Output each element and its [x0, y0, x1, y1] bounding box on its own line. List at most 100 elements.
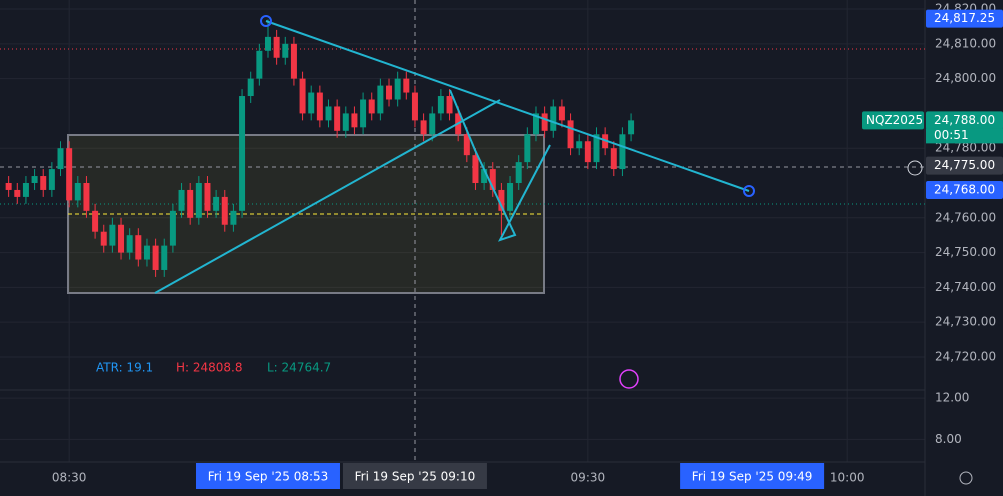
candle-body — [135, 235, 142, 260]
candle-body — [541, 113, 548, 131]
candle-body — [57, 148, 64, 170]
y-tick-label: 24,810.00 — [935, 36, 996, 50]
candle-body — [524, 134, 531, 163]
candle-body — [515, 162, 522, 183]
candle-body — [92, 210, 99, 232]
trend-line[interactable] — [154, 99, 501, 294]
settings-button[interactable] — [959, 471, 973, 485]
time-marker-label: Fri 19 Sep '25 09:49 — [692, 470, 813, 484]
price-label: 24,768.00 — [926, 180, 1003, 199]
candle-body — [213, 196, 220, 211]
candle-body — [498, 189, 505, 211]
candle-body — [532, 113, 539, 135]
candle-body — [472, 155, 479, 183]
candle-body — [5, 182, 12, 190]
x-tick-label: 09:30 — [571, 471, 606, 485]
y-tick-label: 24,720.00 — [935, 349, 996, 363]
candle-body — [118, 224, 125, 253]
candle-body — [360, 99, 367, 128]
candle-body — [342, 113, 349, 131]
time-marker-bg — [680, 463, 825, 489]
candle-body — [463, 134, 470, 156]
candle-body — [161, 245, 168, 270]
price-label: 24,817.25 — [926, 9, 1003, 28]
drawings[interactable] — [154, 15, 755, 294]
price-label-text: 24,775.00 — [934, 158, 995, 172]
handle[interactable] — [260, 15, 272, 27]
candle-body — [507, 182, 514, 211]
candle-body — [420, 120, 427, 135]
time-marker-label: Fri 19 Sep '25 08:53 — [208, 470, 329, 484]
candle-body — [316, 92, 323, 121]
candle-body — [368, 99, 375, 114]
grid — [0, 0, 925, 462]
candle-body — [628, 120, 635, 135]
candle-body — [83, 182, 90, 211]
y-tick-label: 24,780.00 — [935, 141, 996, 155]
candle-body — [489, 169, 496, 190]
candle-body — [299, 78, 306, 114]
candle-body — [256, 50, 263, 79]
trend-line[interactable] — [265, 20, 750, 192]
candle-body — [558, 106, 565, 121]
time-marker: Fri 19 Sep '25 08:53 — [195, 463, 340, 489]
candle-body — [308, 92, 315, 114]
time-marker-label: Fri 19 Sep '25 09:10 — [355, 470, 476, 484]
y-tick-label: 24,730.00 — [935, 315, 996, 329]
candle-body — [109, 224, 116, 246]
candle-body — [247, 78, 254, 97]
candle-body — [576, 141, 583, 149]
candle-body — [325, 106, 332, 121]
pattern-line[interactable] — [449, 89, 551, 242]
candle-body — [403, 78, 410, 93]
candle-body — [437, 96, 444, 114]
alert-icon[interactable] — [619, 369, 639, 389]
candle-body — [290, 43, 297, 79]
candle-body — [584, 141, 591, 163]
y-tick-label: 24,800.00 — [935, 71, 996, 85]
candle-body — [178, 189, 185, 211]
candle-body — [351, 113, 358, 128]
candle-body — [169, 210, 176, 246]
symbol-bg — [862, 111, 924, 130]
time-marker-bg — [342, 463, 487, 489]
price-label-bg — [926, 111, 1003, 130]
legend-atr: ATR: 19.1 — [96, 361, 153, 375]
candle-body — [264, 36, 271, 51]
candle-body — [152, 245, 159, 270]
handle[interactable] — [743, 185, 755, 197]
symbol: NQZ2025 — [866, 113, 923, 127]
candle-body — [40, 176, 47, 190]
price-label-text: 24,817.25 — [934, 11, 995, 25]
candle-body — [282, 43, 289, 58]
legend-low: L: 24764.7 — [267, 361, 331, 375]
candle-body — [593, 134, 600, 163]
candle-body — [334, 106, 341, 131]
plus-button[interactable] — [907, 160, 923, 176]
time-marker: Fri 19 Sep '25 09:49 — [680, 463, 825, 489]
countdown: 00:51 — [934, 128, 969, 142]
price-label: 24,775.00 — [926, 156, 1003, 175]
candle-body — [48, 169, 55, 190]
candle-body — [100, 231, 107, 246]
candle-body — [66, 148, 73, 201]
x-tick-label: 08:30 — [52, 471, 87, 485]
candle-body — [74, 182, 81, 201]
candle-body — [610, 148, 617, 170]
candle-body — [221, 196, 228, 225]
price-label-text: 24,768.00 — [934, 182, 995, 196]
candle-body — [126, 235, 133, 253]
candle-body — [550, 106, 557, 131]
price-label-text: 24,788.00 — [934, 113, 995, 127]
price-label-bg — [926, 180, 1003, 199]
candle-body — [195, 182, 202, 218]
candle-body — [204, 182, 211, 211]
candle-body — [187, 189, 194, 218]
time-marker-bg — [195, 463, 340, 489]
candle-body — [567, 120, 574, 149]
price-label-bg — [926, 9, 1003, 28]
y2-tick-label: 12.00 — [935, 391, 969, 405]
candle-body — [143, 245, 150, 260]
